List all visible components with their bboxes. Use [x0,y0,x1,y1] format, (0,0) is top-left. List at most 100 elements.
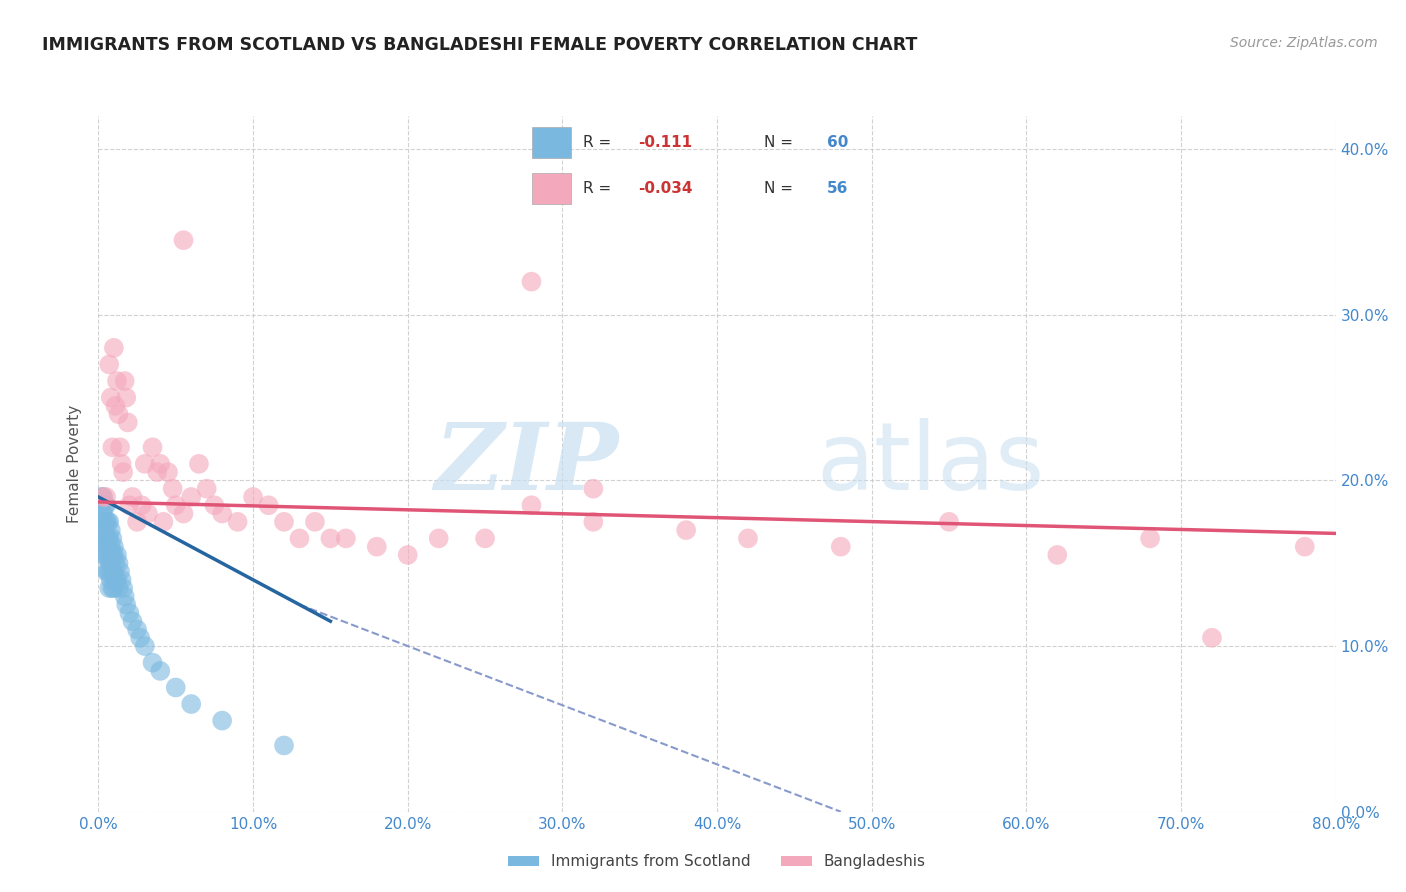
Point [100,540,122,554]
Point [107,581,129,595]
Point [103,548,125,562]
Text: ZIP: ZIP [434,419,619,508]
Point [96,515,118,529]
Point [96,532,118,546]
Point [93,515,115,529]
Point [104,573,127,587]
Point [101,548,124,562]
Point [134,457,156,471]
Point [121,614,143,628]
Point [93,532,115,546]
Point [114,590,136,604]
Point [115,391,138,405]
Y-axis label: Female Poverty: Female Poverty [67,405,83,523]
Point [157,465,180,479]
Point [149,457,172,471]
Point [142,656,165,670]
Point [108,440,131,454]
Point [335,532,357,546]
Point [1294,540,1316,554]
Point [273,739,295,753]
Point [242,490,264,504]
Text: N =: N = [765,181,793,196]
Point [211,714,233,728]
Point [93,548,115,562]
Point [97,532,120,546]
Point [101,440,124,454]
Point [146,465,169,479]
Point [100,391,122,405]
Point [103,581,125,595]
Point [111,457,134,471]
Point [105,573,128,587]
Point [96,565,118,579]
Point [104,399,127,413]
Point [101,532,124,546]
Point [288,532,311,546]
Point [304,515,326,529]
Point [104,556,127,570]
Point [165,681,187,695]
Point [90,498,112,512]
Point [582,515,605,529]
Point [100,556,122,570]
Text: Source: ZipAtlas.com: Source: ZipAtlas.com [1230,36,1378,50]
Point [520,498,543,512]
Text: atlas: atlas [815,417,1045,510]
Point [111,573,134,587]
Point [118,606,141,620]
Point [93,498,115,512]
Point [112,465,135,479]
Text: N =: N = [765,135,793,150]
Point [98,565,121,579]
Point [96,498,118,512]
Point [127,515,149,529]
Point [938,515,960,529]
Point [98,548,121,562]
Point [91,507,114,521]
Point [127,623,149,637]
Point [204,498,226,512]
Point [97,540,120,554]
Point [103,540,125,554]
Point [105,548,128,562]
Point [136,507,159,521]
Point [96,548,118,562]
Text: -0.034: -0.034 [638,181,693,196]
Text: 60: 60 [827,135,849,150]
Point [1139,532,1161,546]
Text: 56: 56 [827,181,849,196]
Point [173,507,195,521]
Point [257,498,280,512]
Point [101,581,124,595]
Text: IMMIGRANTS FROM SCOTLAND VS BANGLADESHI FEMALE POVERTY CORRELATION CHART: IMMIGRANTS FROM SCOTLAND VS BANGLADESHI … [42,36,918,54]
Point [90,515,112,529]
Point [100,523,122,537]
Point [427,532,450,546]
Point [121,490,143,504]
Point [165,498,187,512]
Point [180,697,202,711]
Point [103,341,125,355]
Point [129,631,152,645]
Point [91,532,114,546]
Point [319,532,342,546]
Point [114,374,136,388]
Text: R =: R = [583,135,612,150]
Bar [531,173,571,204]
Point [91,548,114,562]
Point [108,565,131,579]
Point [97,565,120,579]
Point [91,490,114,504]
Point [195,482,218,496]
Point [101,565,124,579]
Point [105,374,128,388]
Point [180,490,202,504]
Point [474,532,496,546]
Bar [531,127,571,158]
Point [162,482,184,496]
Point [520,275,543,289]
Text: -0.111: -0.111 [638,135,692,150]
Legend: Immigrants from Scotland, Bangladeshis: Immigrants from Scotland, Bangladeshis [502,848,932,875]
Point [97,515,120,529]
